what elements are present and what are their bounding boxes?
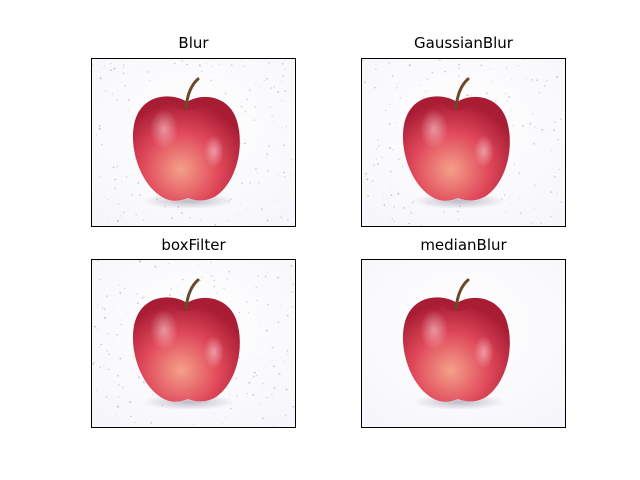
apple-image <box>362 260 565 427</box>
apple-image <box>92 260 295 427</box>
image-panel-gaussianblur <box>361 58 566 227</box>
panel-title-blur: Blur <box>178 34 209 52</box>
image-panel-medianblur <box>361 259 566 428</box>
apple-image <box>92 59 295 226</box>
apple-image <box>362 59 565 226</box>
panel-title-gaussianblur: GaussianBlur <box>414 34 513 52</box>
panel-title-medianblur: medianBlur <box>420 236 507 254</box>
image-panel-boxfilter <box>91 259 296 428</box>
image-panel-blur <box>91 58 296 227</box>
panel-title-boxfilter: boxFilter <box>161 236 226 254</box>
